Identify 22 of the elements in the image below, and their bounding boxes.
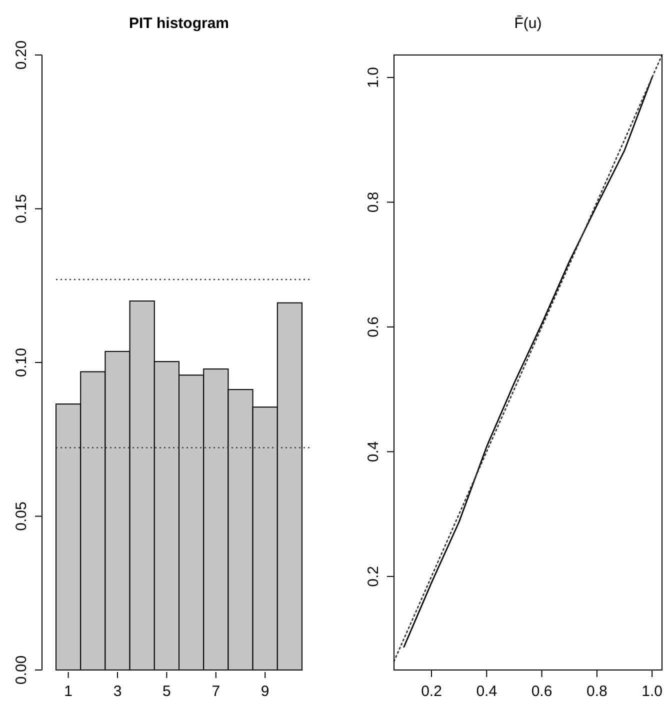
x-tick-label: 5 [162,683,171,700]
x-tick-label: 9 [260,683,270,700]
x-tick-label: 1 [64,683,72,700]
x-tick-label: 7 [212,683,220,700]
y-tick-label: 0.6 [365,316,382,338]
y-tick-label: 1.0 [365,67,382,88]
y-tick-label: 0.8 [365,192,382,213]
x-tick-label: 0.2 [421,683,442,700]
chart-title: F̄(u) [514,15,542,32]
y-tick-label: 0.2 [365,566,382,587]
y-tick-label: 0.15 [13,194,30,224]
x-tick-label: 0.4 [476,683,498,700]
x-tick-label: 3 [113,683,122,700]
y-tick-label: 0.4 [365,441,382,462]
y-tick-label: 0.10 [13,348,30,378]
x-tick-label: 0.8 [586,683,608,700]
x-tick-label: 0.6 [531,683,552,700]
y-tick-label: 0.00 [13,655,30,685]
x-tick-label: 1.0 [642,683,663,700]
y-tick-label: 0.20 [13,40,30,70]
chart-title: PIT histogram [128,15,230,32]
y-tick-label: 0.05 [13,502,30,531]
